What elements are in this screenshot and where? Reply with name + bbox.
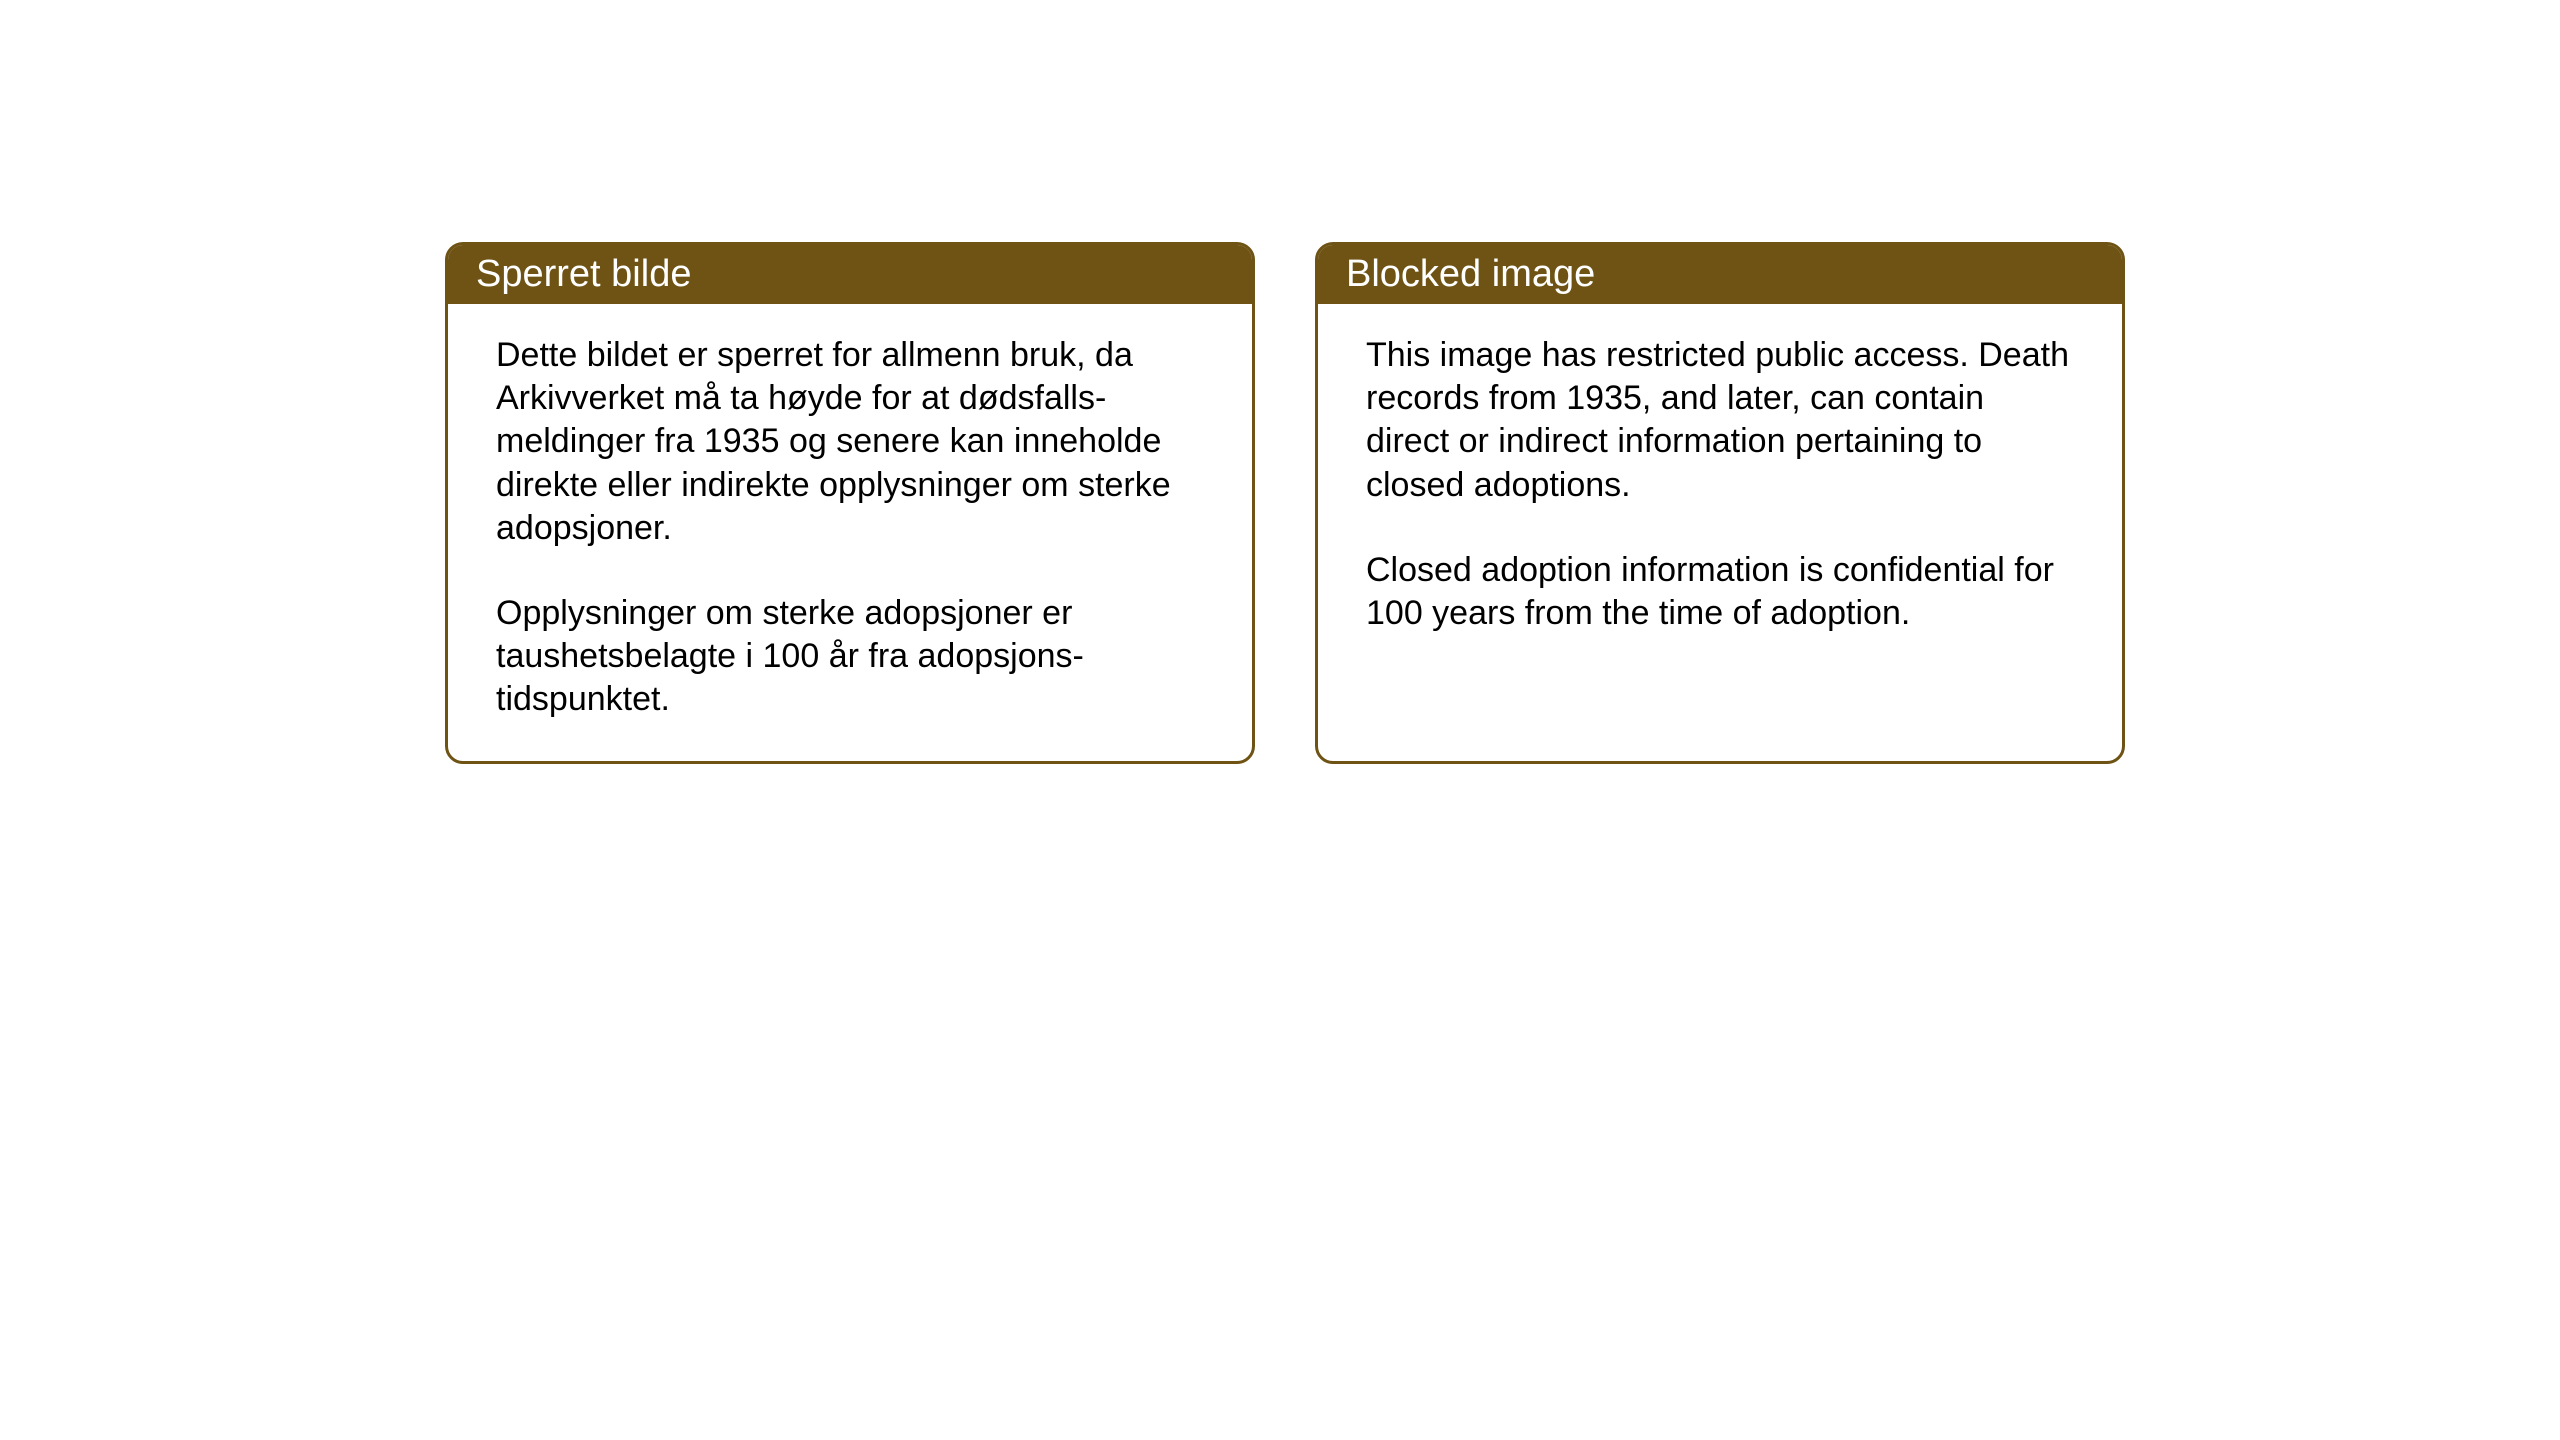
card-header-norwegian: Sperret bilde: [448, 245, 1252, 304]
card-body-norwegian: Dette bildet er sperret for allmenn bruk…: [448, 304, 1252, 761]
card-english-paragraph-1: This image has restricted public access.…: [1366, 334, 2074, 507]
card-english: Blocked image This image has restricted …: [1315, 242, 2125, 764]
card-norwegian-paragraph-2: Opplysninger om sterke adopsjoner er tau…: [496, 592, 1204, 722]
card-body-english: This image has restricted public access.…: [1318, 304, 2122, 675]
card-norwegian-paragraph-1: Dette bildet er sperret for allmenn bruk…: [496, 334, 1204, 550]
cards-container: Sperret bilde Dette bildet er sperret fo…: [445, 242, 2125, 764]
card-header-english: Blocked image: [1318, 245, 2122, 304]
card-norwegian: Sperret bilde Dette bildet er sperret fo…: [445, 242, 1255, 764]
card-english-paragraph-2: Closed adoption information is confident…: [1366, 549, 2074, 635]
